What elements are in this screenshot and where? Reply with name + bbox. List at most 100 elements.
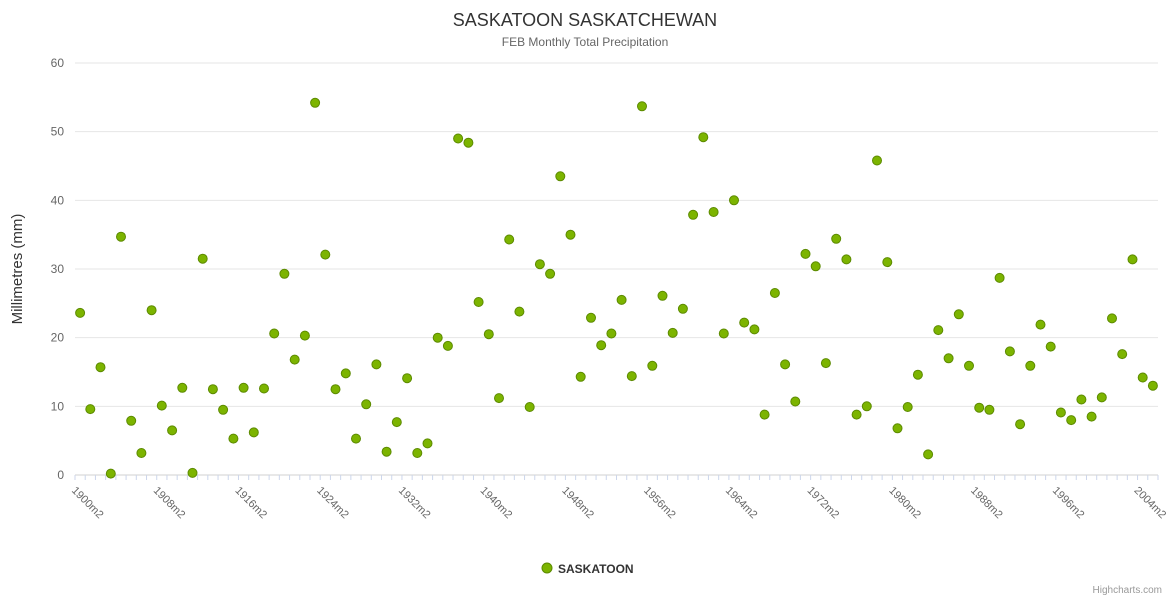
data-point[interactable] (851, 409, 862, 420)
data-point[interactable] (769, 288, 780, 298)
data-point[interactable] (483, 329, 494, 340)
data-point[interactable] (361, 399, 372, 410)
data-point[interactable] (729, 195, 739, 206)
data-point[interactable] (1004, 346, 1015, 357)
data-point[interactable] (207, 384, 218, 395)
data-point[interactable] (718, 328, 729, 339)
legend[interactable]: SASKATOON (541, 562, 634, 576)
data-point[interactable] (310, 97, 321, 108)
data-point[interactable] (320, 249, 331, 260)
data-point[interactable] (279, 268, 290, 279)
data-point[interactable] (289, 354, 300, 365)
data-point[interactable] (402, 373, 413, 384)
data-point[interactable] (75, 307, 86, 318)
data-point[interactable] (882, 257, 893, 268)
data-point[interactable] (810, 261, 821, 272)
data-point[interactable] (749, 324, 760, 335)
data-point[interactable] (412, 448, 423, 458)
data-point[interactable] (453, 133, 464, 144)
data-point[interactable] (1137, 372, 1148, 383)
data-point[interactable] (1035, 319, 1046, 330)
data-point[interactable] (116, 231, 126, 242)
data-point[interactable] (943, 353, 954, 364)
data-point[interactable] (351, 433, 361, 444)
data-point[interactable] (831, 233, 842, 244)
data-point[interactable] (146, 305, 157, 316)
data-point[interactable] (1015, 419, 1026, 430)
data-point[interactable] (688, 209, 699, 220)
data-point[interactable] (637, 101, 647, 112)
data-point[interactable] (626, 371, 637, 382)
data-point[interactable] (1055, 407, 1066, 418)
data-point[interactable] (197, 253, 208, 264)
data-point[interactable] (974, 402, 985, 413)
data-point[interactable] (218, 404, 229, 415)
data-point[interactable] (606, 328, 617, 339)
data-point[interactable] (105, 468, 116, 479)
data-point[interactable] (575, 371, 586, 382)
data-point[interactable] (1096, 392, 1107, 403)
data-point[interactable] (514, 306, 525, 317)
data-point[interactable] (861, 401, 872, 412)
data-point[interactable] (442, 340, 453, 351)
data-point[interactable] (1117, 349, 1128, 360)
data-point[interactable] (912, 369, 923, 380)
data-point[interactable] (1076, 394, 1087, 405)
data-point[interactable] (381, 446, 392, 457)
data-point[interactable] (657, 290, 668, 301)
data-point[interactable] (391, 417, 402, 428)
data-point[interactable] (299, 330, 310, 341)
data-point[interactable] (994, 272, 1005, 283)
data-point[interactable] (739, 317, 750, 328)
data-point[interactable] (892, 423, 903, 434)
data-point[interactable] (565, 229, 576, 240)
data-point[interactable] (698, 132, 709, 143)
data-point[interactable] (1147, 380, 1158, 391)
data-point[interactable] (820, 358, 831, 369)
data-point[interactable] (780, 359, 791, 370)
data-point[interactable] (504, 234, 515, 245)
data-point[interactable] (708, 207, 719, 217)
data-point[interactable] (902, 402, 913, 412)
data-point[interactable] (534, 259, 545, 270)
data-point[interactable] (269, 328, 280, 339)
data-point[interactable] (923, 449, 934, 460)
data-point[interactable] (126, 415, 137, 426)
data-point[interactable] (555, 171, 566, 182)
data-point[interactable] (1025, 360, 1036, 371)
data-point[interactable] (156, 400, 167, 411)
data-point[interactable] (667, 327, 678, 338)
data-point[interactable] (524, 402, 535, 412)
data-point[interactable] (494, 393, 504, 404)
data-point[interactable] (187, 467, 198, 478)
data-point[interactable] (330, 384, 341, 395)
data-point[interactable] (586, 312, 596, 323)
data-point[interactable] (953, 309, 964, 320)
data-point[interactable] (248, 427, 259, 438)
data-point[interactable] (85, 404, 96, 415)
data-point[interactable] (964, 360, 974, 371)
data-point[interactable] (463, 137, 474, 148)
data-point[interactable] (1066, 415, 1077, 426)
data-point[interactable] (228, 433, 239, 444)
data-point[interactable] (95, 362, 106, 373)
data-point[interactable] (759, 409, 770, 420)
data-point[interactable] (371, 359, 382, 370)
data-point[interactable] (1107, 313, 1117, 324)
data-point[interactable] (136, 448, 147, 458)
data-point[interactable] (177, 382, 188, 393)
data-point[interactable] (647, 360, 658, 371)
data-point[interactable] (1127, 254, 1138, 265)
data-point[interactable] (422, 438, 433, 449)
data-point[interactable] (984, 404, 995, 415)
data-point[interactable] (238, 382, 249, 393)
data-point[interactable] (545, 268, 556, 279)
data-point[interactable] (259, 383, 269, 394)
data-point[interactable] (1086, 411, 1097, 422)
data-point[interactable] (167, 425, 178, 436)
data-point[interactable] (800, 248, 811, 259)
data-point[interactable] (933, 325, 944, 336)
data-point[interactable] (1045, 341, 1056, 352)
highcharts-credits-link[interactable]: Highcharts.com (1093, 585, 1162, 596)
data-point[interactable] (473, 297, 484, 307)
